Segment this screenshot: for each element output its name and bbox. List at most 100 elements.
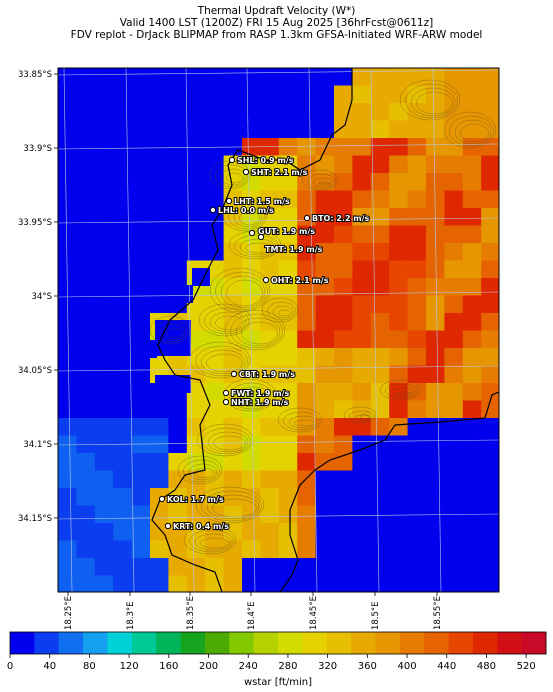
grid-cell [334, 383, 353, 401]
grid-cell [113, 138, 132, 156]
grid-cell [260, 488, 279, 506]
grid-cell [168, 506, 187, 524]
grid-cell [371, 103, 390, 121]
grid-cell [205, 383, 224, 401]
grid-cell [334, 576, 353, 594]
grid-cell [95, 278, 114, 296]
grid-cell [334, 156, 353, 174]
grid-cell [481, 471, 500, 489]
station-marker-lht[interactable] [226, 198, 231, 203]
grid-cell [113, 506, 132, 524]
grid-cell [334, 296, 353, 314]
grid-cell [113, 226, 132, 244]
grid-cell [444, 278, 463, 296]
grid-cell [408, 366, 427, 384]
colorbar-tick-label: 200 [199, 661, 218, 672]
grid-cell [371, 121, 390, 139]
grid-cell [224, 488, 243, 506]
grid-cell [168, 576, 187, 594]
grid-cell [242, 436, 261, 454]
grid-cell [426, 471, 445, 489]
grid-cell [242, 558, 261, 576]
grid-cell [168, 138, 187, 156]
grid-cell [463, 576, 482, 594]
grid-cell [444, 191, 463, 209]
colorbar-swatch [59, 632, 84, 654]
station-marker-shl[interactable] [229, 157, 234, 162]
station-marker-fwt[interactable] [223, 390, 228, 395]
grid-cell [205, 68, 224, 86]
grid-cell [352, 576, 371, 594]
grid-cell [205, 86, 224, 104]
grid-cell [444, 296, 463, 314]
grid-cell [352, 261, 371, 279]
colorbar-title: wstar [ft/min] [244, 677, 312, 688]
colorbar-swatch [254, 632, 279, 654]
station-marker-kol[interactable] [159, 496, 164, 501]
grid-cell [187, 138, 206, 156]
grid-cell [334, 278, 353, 296]
grid-cell [389, 191, 408, 209]
grid-cell [260, 523, 279, 541]
grid-cell [389, 436, 408, 454]
grid-cell [334, 523, 353, 541]
grid-cell [481, 296, 500, 314]
station-label-shl: SHL: 0.9 m/s [237, 156, 294, 165]
grid-cell [352, 243, 371, 261]
colorbar-swatch [400, 632, 425, 654]
grid-cell [242, 103, 261, 121]
station-marker-nht[interactable] [223, 399, 228, 404]
grid-cell [260, 86, 279, 104]
colorbar-swatch [107, 632, 132, 654]
grid-cell [408, 296, 427, 314]
grid-cell [426, 138, 445, 156]
grid-cell [444, 383, 463, 401]
colorbar-tick-label: 40 [43, 661, 56, 672]
grid-cell [76, 121, 95, 139]
grid-cell [279, 506, 298, 524]
station-marker-oht[interactable] [263, 277, 268, 282]
station-marker-lhl[interactable] [210, 207, 215, 212]
colorbar-swatch [278, 632, 303, 654]
grid-cell [279, 523, 298, 541]
grid-cell [113, 331, 132, 349]
colorbar-swatch [205, 632, 230, 654]
grid-cell [58, 208, 77, 226]
grid-cell [371, 173, 390, 191]
grid-cell [463, 383, 482, 401]
grid-cell [95, 418, 114, 436]
grid-cell [463, 191, 482, 209]
grid-cell [389, 453, 408, 471]
grid-cell [463, 541, 482, 559]
grid-cell [58, 541, 77, 559]
station-marker-cbt[interactable] [231, 371, 236, 376]
grid-cell [389, 576, 408, 594]
grid-cell [260, 471, 279, 489]
grid-cell [371, 541, 390, 559]
grid-cell [58, 156, 77, 174]
grid-cell [297, 103, 316, 121]
station-marker-tmt[interactable] [258, 234, 263, 239]
grid-cell [408, 156, 427, 174]
station-marker-krt[interactable] [165, 523, 170, 528]
grid-cell [334, 138, 353, 156]
station-marker-sht[interactable] [243, 169, 248, 174]
grid-cell [334, 558, 353, 576]
grid-cell [132, 191, 151, 209]
grid-cell [76, 471, 95, 489]
grid-cell [334, 471, 353, 489]
grid-cell [187, 558, 206, 576]
grid-cell [113, 121, 132, 139]
grid-cell [168, 103, 187, 121]
grid-cell [297, 453, 316, 471]
grid-cell [58, 173, 77, 191]
grid-cell [389, 488, 408, 506]
grid-cell [334, 173, 353, 191]
grid-cell [463, 86, 482, 104]
station-marker-bto[interactable] [304, 215, 309, 220]
station-marker-gut[interactable] [249, 230, 254, 235]
grid-cell [371, 138, 390, 156]
grid-cell [132, 471, 151, 489]
grid-cell [168, 121, 187, 139]
grid-cell [426, 383, 445, 401]
